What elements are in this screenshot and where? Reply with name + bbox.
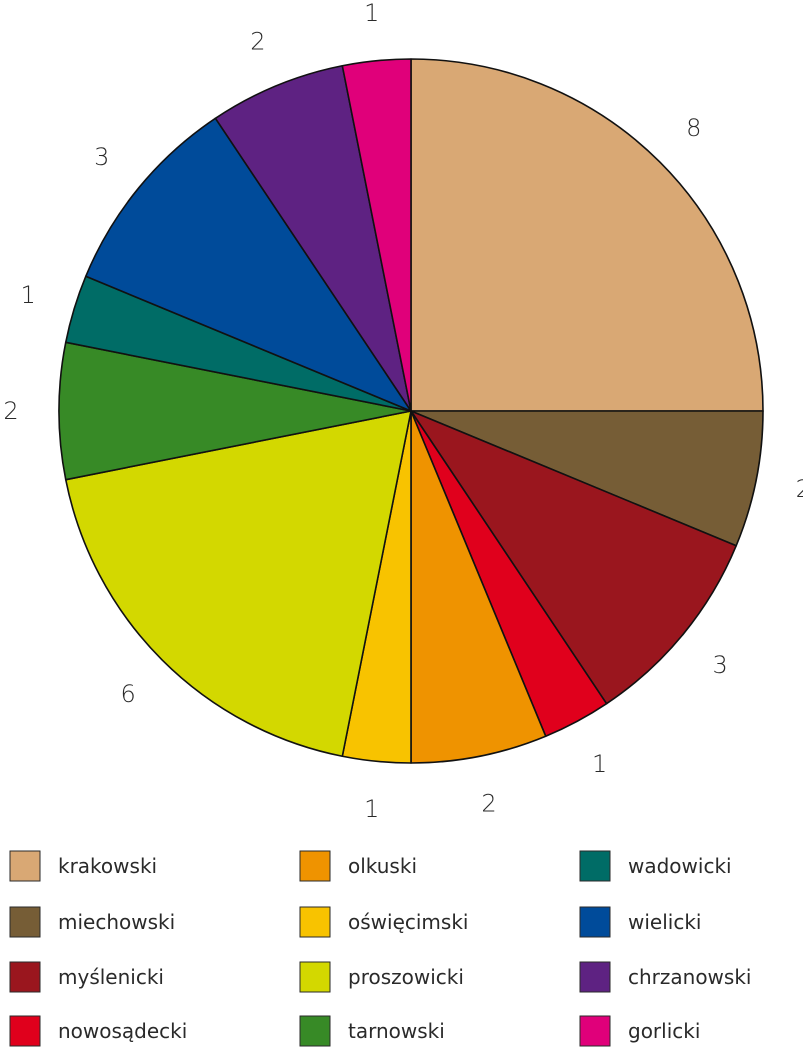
legend-item-wielicki: wielicki — [579, 906, 701, 938]
legend-swatch-olkuski — [299, 850, 331, 882]
pie-slice-krakowski — [410, 58, 764, 412]
pie-slice-tarnowski — [58, 341, 412, 481]
legend-swatch-gorlicki — [579, 1015, 611, 1047]
legend-label-wadowicki: wadowicki — [628, 854, 732, 878]
legend-item-nowosadecki: nowosądecki — [9, 1015, 187, 1047]
pie-slice-labels: 8 2 3 1 2 1 6 2 1 3 2 1 — [3, 0, 803, 823]
legend-label-olkuski: olkuski — [348, 854, 417, 878]
legend-item-krakowski: krakowski — [9, 850, 157, 882]
legend-swatch-wielicki — [579, 906, 611, 938]
legend-swatch-nowosadecki — [9, 1015, 41, 1047]
legend-item-myslenicki: myślenicki — [9, 961, 164, 993]
data-label-oswiecimski: 1 — [364, 795, 379, 823]
data-label-wadowicki: 1 — [21, 281, 36, 309]
pie-slice-wielicki — [84, 117, 412, 412]
pie-slice-chrzanowski — [214, 64, 412, 412]
legend-swatch-wadowicki — [579, 850, 611, 882]
legend-item-chrzanowski: chrzanowski — [579, 961, 751, 993]
pie-slice-proszowicki — [64, 410, 412, 758]
data-label-krakowski: 8 — [686, 114, 701, 142]
pie-slice-myslenicki — [410, 410, 738, 705]
data-label-miechowski: 2 — [796, 475, 803, 503]
data-label-wielicki: 3 — [94, 143, 109, 171]
legend-item-gorlicki: gorlicki — [579, 1015, 700, 1047]
legend-swatch-krakowski — [9, 850, 41, 882]
legend-swatch-tarnowski — [299, 1015, 331, 1047]
legend-swatch-proszowicki — [299, 961, 331, 993]
legend-label-oswiecimski: oświęcimski — [348, 910, 468, 934]
data-label-nowosadecki: 1 — [592, 750, 607, 778]
data-label-gorlicki: 1 — [364, 0, 379, 27]
data-label-tarnowski: 2 — [3, 397, 18, 425]
legend-label-wielicki: wielicki — [628, 910, 701, 934]
legend-label-krakowski: krakowski — [58, 854, 157, 878]
legend-swatch-chrzanowski — [579, 961, 611, 993]
legend-label-nowosadecki: nowosądecki — [58, 1019, 187, 1043]
pie-slice-miechowski — [410, 410, 764, 547]
legend-item-wadowicki: wadowicki — [579, 850, 732, 882]
legend: krakowski miechowski myślenicki nowosądecki… — [9, 850, 751, 1047]
data-label-myslenicki: 3 — [713, 651, 728, 679]
data-label-olkuski: 2 — [481, 789, 496, 817]
legend-item-tarnowski: tarnowski — [299, 1015, 445, 1047]
legend-item-miechowski: miechowski — [9, 906, 175, 938]
legend-label-proszowicki: proszowicki — [348, 965, 464, 989]
legend-label-chrzanowski: chrzanowski — [628, 965, 751, 989]
legend-item-olkuski: olkuski — [299, 850, 417, 882]
legend-item-proszowicki: proszowicki — [299, 961, 464, 993]
legend-item-oswiecimski: oświęcimski — [299, 906, 468, 938]
legend-label-gorlicki: gorlicki — [628, 1019, 700, 1043]
legend-swatch-miechowski — [9, 906, 41, 938]
legend-label-tarnowski: tarnowski — [348, 1019, 445, 1043]
pie-slices — [58, 58, 764, 764]
legend-label-myslenicki: myślenicki — [58, 965, 164, 989]
legend-swatch-oswiecimski — [299, 906, 331, 938]
legend-label-miechowski: miechowski — [58, 910, 175, 934]
data-label-proszowicki: 6 — [121, 680, 136, 708]
pie-slice-olkuski — [410, 410, 547, 764]
pie-slice-gorlicki — [341, 58, 412, 412]
data-label-chrzanowski: 2 — [250, 27, 265, 55]
legend-swatch-myslenicki — [9, 961, 41, 993]
